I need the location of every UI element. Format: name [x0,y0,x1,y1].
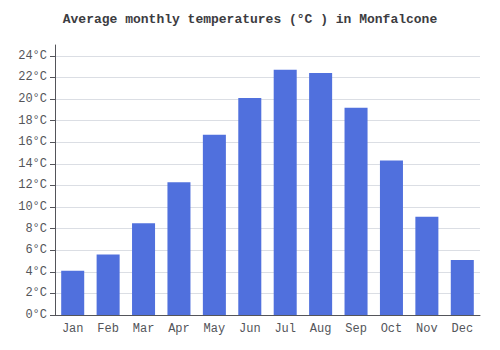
svg-text:0°C: 0°C [25,308,47,322]
svg-text:Sep: Sep [345,322,367,336]
svg-text:20°C: 20°C [18,92,47,106]
svg-text:Aug: Aug [310,322,332,336]
svg-text:Nov: Nov [416,322,438,336]
svg-text:May: May [204,322,226,336]
svg-text:22°C: 22°C [18,70,47,84]
svg-text:8°C: 8°C [25,222,47,236]
svg-text:14°C: 14°C [18,157,47,171]
svg-text:Average monthly temperatures (: Average monthly temperatures (°C ) in Mo… [63,12,438,27]
svg-text:Mar: Mar [133,322,155,336]
svg-text:12°C: 12°C [18,178,47,192]
svg-text:24°C: 24°C [18,49,47,63]
svg-text:Jan: Jan [62,322,84,336]
svg-text:6°C: 6°C [25,243,47,257]
svg-text:2°C: 2°C [25,286,47,300]
svg-text:Apr: Apr [168,322,190,336]
svg-text:4°C: 4°C [25,265,47,279]
svg-text:Jun: Jun [239,322,261,336]
svg-text:Feb: Feb [97,322,119,336]
svg-text:Jul: Jul [274,322,296,336]
svg-text:16°C: 16°C [18,135,47,149]
svg-text:18°C: 18°C [18,114,47,128]
svg-text:Oct: Oct [381,322,403,336]
svg-text:Dec: Dec [451,322,473,336]
svg-text:10°C: 10°C [18,200,47,214]
